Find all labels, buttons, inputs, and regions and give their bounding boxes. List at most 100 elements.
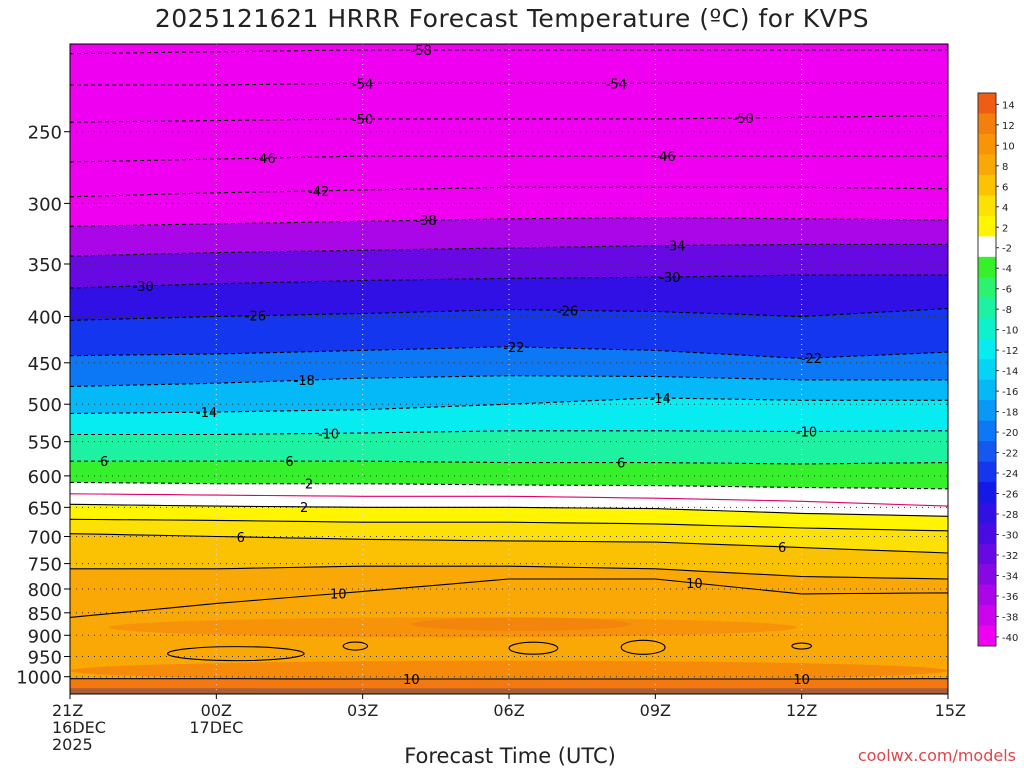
plot-area [70, 44, 948, 694]
isotherm [70, 430, 948, 436]
warm-core [411, 617, 631, 631]
colorbar-label: 6 [1002, 182, 1008, 193]
isotherm-label: -14 [650, 392, 671, 407]
colorbar-swatch [978, 605, 996, 627]
x-tick-label: 2025 [52, 735, 93, 754]
isotherm-label: 10 [403, 673, 420, 688]
colorbar-label: 2 [1002, 223, 1008, 234]
colorbar-label: -4 [1002, 264, 1012, 275]
temperature-band [70, 44, 948, 54]
x-tick-label: 16DEC [52, 718, 106, 737]
y-tick-label: 250 [28, 123, 62, 144]
colorbar-label: -12 [1002, 346, 1018, 357]
colorbar-label: -10 [1002, 326, 1018, 337]
colorbar-swatch [978, 359, 996, 381]
isotherm-label: -18 [294, 374, 315, 389]
isotherm [70, 460, 948, 465]
credit-link[interactable]: coolwx.com/models [857, 746, 1016, 765]
colorbar-swatch [978, 338, 996, 360]
isotherm-label: -26 [557, 304, 578, 319]
surface-layer [70, 688, 948, 694]
isotherm [70, 274, 948, 289]
isotherm-label: -50 [733, 112, 754, 127]
colorbar-label: -22 [1002, 449, 1018, 460]
isotherm-label: -50 [352, 113, 373, 128]
isotherm-label: -38 [415, 214, 436, 229]
y-tick-label: 300 [28, 194, 62, 215]
colorbar-swatch [978, 93, 996, 114]
colorbar-swatch [978, 502, 996, 524]
colorbar-label: -30 [1002, 530, 1018, 541]
x-tick-label: 12Z [786, 701, 817, 720]
isotherm [70, 518, 948, 532]
isotherm-label: 10 [793, 673, 810, 688]
isotherm-label: -10 [318, 427, 339, 442]
y-tick-label: 750 [28, 555, 62, 576]
isotherm-label: -46 [654, 150, 675, 165]
isotherm [70, 397, 948, 415]
isotherm-label: 10 [330, 587, 347, 602]
colorbar: 14 12 10 8 6 4 2 -2 -4 -6 -8 -10 -12 -14 -16 -18 -20 -22 -… [977, 92, 1018, 647]
isotherm [70, 49, 948, 55]
isotherm [70, 565, 948, 580]
isotherm [70, 82, 948, 86]
colorbar-label: 10 [1002, 141, 1015, 152]
isotherm-label: 6 [285, 455, 293, 470]
isotherm-label: -14 [196, 406, 217, 421]
colorbar-label: -34 [1002, 571, 1018, 582]
y-tick-label: 850 [28, 604, 62, 625]
warm-core [70, 660, 948, 681]
y-tick-label: 550 [28, 433, 62, 454]
colorbar-swatch [978, 113, 996, 135]
isotherm-label: -10 [796, 426, 817, 441]
isotherm-label: -42 [308, 185, 329, 200]
colorbar-swatch [978, 174, 996, 196]
colorbar-label: -2 [1002, 244, 1012, 255]
isotherm-label: -30 [659, 271, 680, 286]
colorbar-swatch [978, 297, 996, 319]
isotherm-label: -54 [352, 77, 373, 92]
y-tick-label: 650 [28, 498, 62, 519]
y-tick-label: 600 [28, 467, 62, 488]
colorbar-swatch [978, 461, 996, 483]
isotherm [70, 243, 948, 257]
colorbar-swatch [978, 441, 996, 463]
isotherm-label: -22 [801, 352, 822, 367]
isotherm-label: 6 [778, 541, 786, 556]
colorbar-label: -24 [1002, 469, 1018, 480]
colorbar-swatch [978, 564, 996, 586]
y-tick-label: 350 [28, 255, 62, 276]
colorbar-label: 14 [1002, 100, 1015, 111]
isotherm-label: 2 [305, 478, 313, 493]
x-tick-label: 21Z [52, 701, 83, 720]
colorbar-swatch [978, 482, 996, 504]
x-tick-label: 06Z [493, 701, 524, 720]
colorbar-swatch [978, 195, 996, 217]
colorbar-frame [977, 92, 997, 647]
isotherm-label: 6 [100, 455, 108, 470]
grid-lines [70, 44, 948, 694]
isotherm [508, 641, 559, 655]
isotherm [70, 307, 948, 321]
isotherm-label: -58 [411, 44, 432, 59]
colorbar-swatch [978, 277, 996, 299]
colorbar-label: -26 [1002, 490, 1018, 501]
isotherm-label: 6 [617, 457, 625, 472]
x-tick-label: 15Z [935, 701, 966, 720]
isotherm-label: -46 [254, 152, 275, 167]
colorbar-swatch [978, 154, 996, 176]
isotherm-label: 10 [686, 577, 703, 592]
colorbar-swatch [978, 420, 996, 442]
colorbar-label: -40 [1002, 633, 1018, 644]
colorbar-label: -18 [1002, 408, 1018, 419]
y-tick-label: 1000 [16, 668, 62, 689]
y-tick-label: 400 [28, 307, 62, 328]
colorbar-swatch [978, 584, 996, 606]
colorbar-label: 8 [1002, 162, 1008, 173]
isotherm [70, 186, 948, 198]
isotherm-label: 2 [300, 501, 308, 516]
colorbar-label: 4 [1002, 203, 1008, 214]
y-tick-label: 500 [28, 395, 62, 416]
